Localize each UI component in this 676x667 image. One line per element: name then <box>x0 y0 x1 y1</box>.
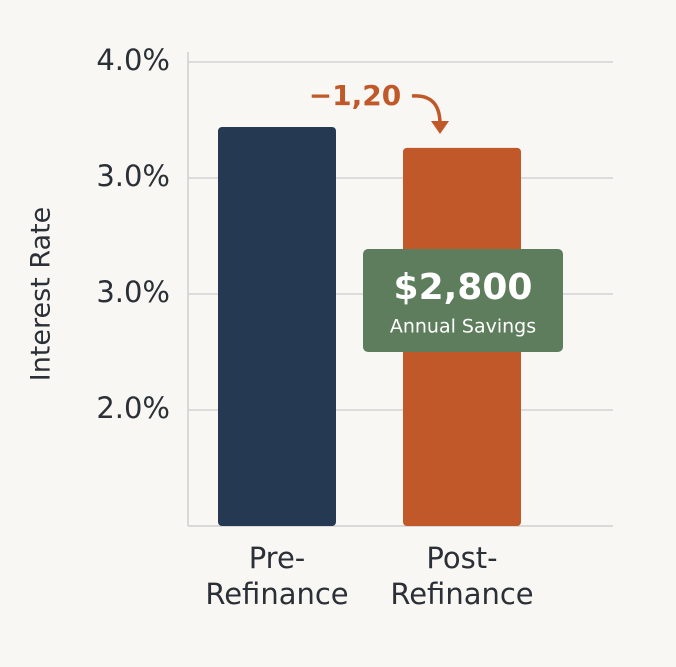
x-tick-label: Post-Refinance <box>390 541 534 611</box>
y-tick-label: 3.0% <box>96 275 170 309</box>
arrow-head <box>431 121 449 134</box>
annotation-arrow <box>411 94 442 125</box>
bar <box>218 126 336 527</box>
x-tick-label: Pre-Refinance <box>205 541 349 611</box>
savings-label: Annual Savings <box>390 316 536 338</box>
y-tick-label: 2.0% <box>96 391 170 425</box>
y-axis-label: Interest Rate <box>26 207 57 382</box>
savings-value: $2,800 <box>394 267 533 308</box>
y-tick-label: 3.0% <box>96 159 170 193</box>
y-tick-label: 4.0% <box>96 43 170 77</box>
savings-box <box>363 249 563 352</box>
annotation: −1,20 <box>309 79 402 112</box>
